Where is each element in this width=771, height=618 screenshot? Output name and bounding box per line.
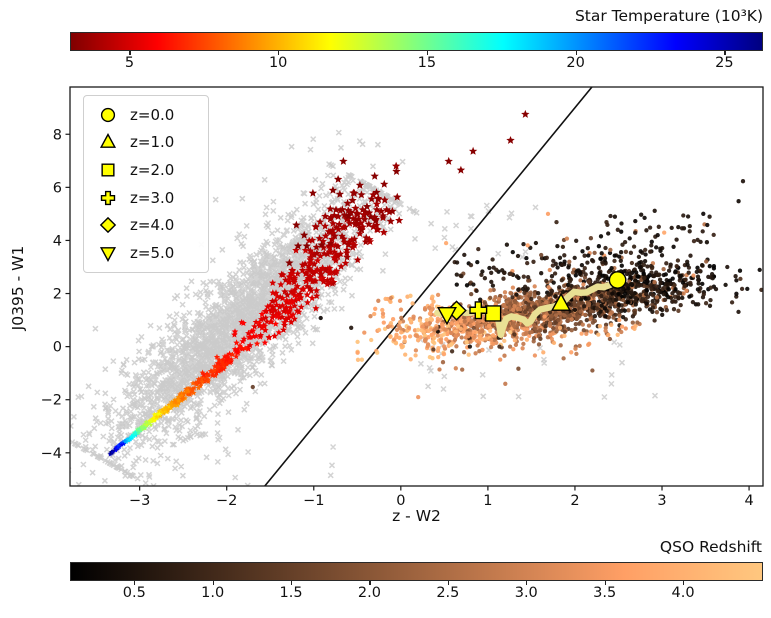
y-axis-label: J0395 - W1	[9, 245, 27, 331]
legend-marker-plus	[100, 190, 116, 205]
colorbar-tick-label: 0.5	[122, 585, 146, 601]
marker-circle	[100, 107, 116, 122]
colorbar-bottom-title: QSO Redshift	[659, 538, 762, 556]
legend-marker-triangle-up	[99, 133, 117, 149]
legend-item: z=4.0	[84, 211, 208, 239]
legend-item: z=2.0	[84, 156, 208, 184]
marker-triangle-down	[99, 246, 117, 262]
star-temperature-colorbar	[70, 32, 763, 51]
y-tick-label: 8	[53, 127, 62, 143]
track-markers	[436, 271, 627, 326]
y-tick-label: 4	[53, 233, 62, 249]
marker-square	[101, 163, 115, 177]
marker-triangle-up	[551, 292, 571, 311]
y-tick-label: −2	[41, 393, 62, 409]
x-tick-label: −2	[216, 493, 237, 509]
marker-plus	[469, 301, 488, 320]
colorbar-tick	[291, 581, 293, 585]
colorbar-tick-label: 3.5	[593, 585, 617, 601]
colorbar-tick-label: 10	[268, 55, 288, 71]
colorbar-tick	[447, 581, 450, 585]
marker-triangle-down	[436, 306, 457, 326]
colorbar-tick-label: 1.5	[279, 585, 303, 601]
separation-line	[264, 87, 593, 486]
legend-label: z=5.0	[130, 243, 175, 262]
colorbar-tick-label: 2.0	[357, 585, 381, 601]
colorbar-tick	[683, 581, 685, 585]
y-tick-label: 2	[53, 287, 62, 303]
colorbar-tick-label: 4.0	[671, 585, 695, 601]
colorbar-tick	[212, 581, 214, 585]
legend-item: z=3.0	[84, 184, 208, 212]
colorbar-tick	[604, 581, 606, 585]
legend-marker-triangle-down	[99, 246, 117, 262]
colorbar-tick-label: 2.5	[436, 585, 460, 601]
marker-diamond	[99, 217, 117, 234]
colorbar-tick	[575, 51, 577, 55]
colorbar-tick	[526, 581, 528, 585]
x-axis-label: z - W2	[392, 507, 441, 525]
legend-label: z=4.0	[130, 216, 175, 235]
x-tick-label: 4	[744, 493, 753, 509]
legend-item: z=0.0	[84, 101, 208, 129]
marker-circle	[608, 271, 627, 289]
colorbar-tick	[129, 51, 131, 55]
marker-triangle-up	[99, 133, 117, 149]
y-tick-label: 0	[53, 340, 62, 356]
x-tick-label: 3	[657, 493, 666, 509]
star-outliers	[285, 109, 530, 267]
marker-square	[484, 305, 502, 322]
colorbar-tick-label: 25	[715, 55, 734, 71]
x-tick-label: 1	[483, 493, 492, 509]
colorbar-tick-label: 20	[566, 55, 585, 71]
legend-label: z=2.0	[130, 160, 175, 179]
star-locus	[107, 161, 404, 457]
colorbar-tick-label: 15	[417, 55, 437, 71]
colorbar-tick	[134, 581, 136, 585]
marker-plus	[100, 190, 116, 205]
colorbar-tick-label: 5	[124, 55, 135, 71]
colorbar-top-title: Star Temperature (10³K)	[574, 7, 763, 25]
y-tick-label: 6	[53, 180, 62, 196]
colorbar-tick	[426, 51, 429, 55]
x-tick-label: 0	[396, 493, 405, 509]
colorbar-tick-label: 1.0	[201, 585, 225, 601]
legend-marker-circle	[100, 107, 116, 122]
colorbar-tick-label: 3.0	[514, 585, 538, 601]
axes: −3 −2 −1 0 1 2 3 4 −4 −2 0 2 4 6 8	[41, 86, 764, 509]
colorbar-tick	[369, 581, 371, 585]
legend-marker-diamond	[99, 217, 117, 234]
legend-item: z=5.0	[84, 239, 208, 267]
legend-label: z=1.0	[130, 133, 175, 152]
qso-redshift-colorbar	[70, 562, 763, 581]
x-tick-label: −1	[303, 493, 324, 509]
x-tick-label: −3	[129, 493, 150, 509]
legend: z=0.0 z=1.0 z=2.0 z=3.0 z=4.0 z=5.0	[83, 95, 209, 273]
legend-label: z=0.0	[130, 105, 175, 124]
legend-label: z=3.0	[130, 188, 175, 207]
legend-marker-square	[101, 163, 115, 177]
x-tick-label: 2	[570, 493, 579, 509]
colorbar-tick	[278, 51, 280, 55]
colorbar-tick	[724, 51, 726, 55]
legend-item: z=1.0	[84, 129, 208, 157]
y-tick-label: −4	[41, 446, 62, 462]
